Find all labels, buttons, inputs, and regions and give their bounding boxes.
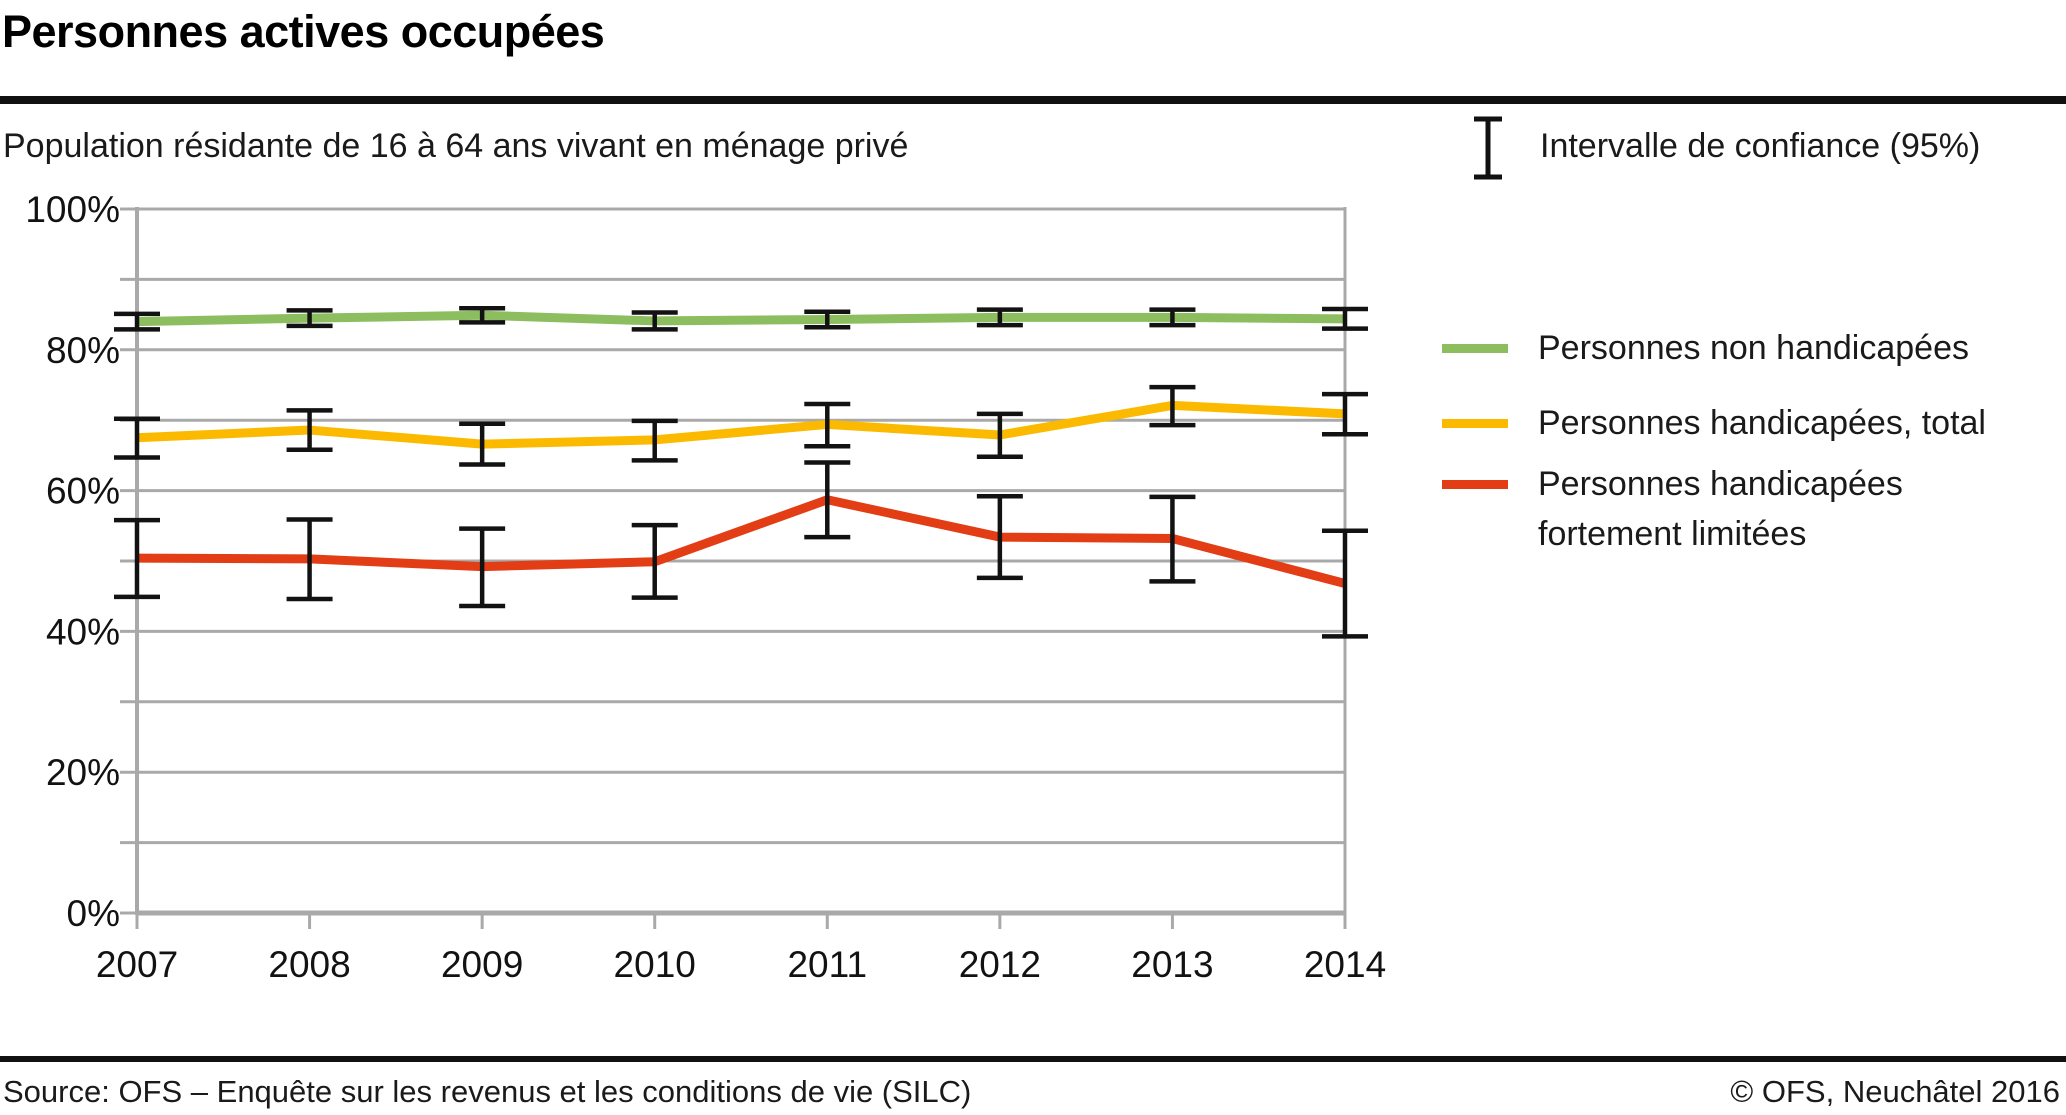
error-bar-icon [1468,115,1508,186]
chart-subtitle: Population résidante de 16 à 64 ans viva… [3,127,909,165]
page-title: Personnes actives occupées [2,6,605,57]
footer-divider-rule [0,1056,2066,1062]
copyright-text: © OFS, Neuchâtel 2016 [1730,1074,2060,1109]
x-tick-label: 2010 [614,944,696,985]
red-line-swatch-icon [1442,480,1508,489]
confidence-interval-legend: Intervalle de confiance (95%) [1462,113,2062,183]
legend-item-handicapees-fortement-limitees: Personnes handicapées fortement limitées [1442,459,1903,559]
legend-label: Personnes handicapées, total [1538,404,1986,442]
legend-item-handicapees-total: Personnes handicapées, total [1442,398,1986,448]
y-tick-label: 0% [67,893,120,934]
yellow-line-swatch-icon [1442,418,1508,428]
x-tick-label: 2008 [268,944,350,985]
legend-item-non-handicapees: Personnes non handicapées [1442,323,1969,373]
legend-label: Personnes non handicapées [1538,329,1969,367]
x-tick-label: 2014 [1304,944,1386,985]
y-tick-label: 20% [46,752,120,793]
y-tick-label: 60% [46,471,120,512]
legend-label: Personnes handicapées fortement limitées [1538,465,1903,553]
x-tick-label: 2011 [787,944,867,985]
series-line [136,495,1347,588]
y-tick-label: 80% [46,330,120,371]
source-text: Source: OFS – Enquête sur les revenus et… [3,1074,972,1109]
x-tick-label: 2013 [1131,944,1213,985]
y-tick-label: 40% [46,611,120,652]
x-tick-label: 2007 [96,944,178,985]
title-divider-rule [0,96,2066,104]
confidence-interval-label: Intervalle de confiance (95%) [1540,127,1981,165]
x-tick-label: 2009 [441,944,523,985]
series-line [136,400,1346,449]
x-tick-label: 2012 [959,944,1041,985]
y-tick-label: 100% [25,189,120,230]
series-line [136,310,1346,327]
green-line-swatch-icon [1442,343,1508,353]
